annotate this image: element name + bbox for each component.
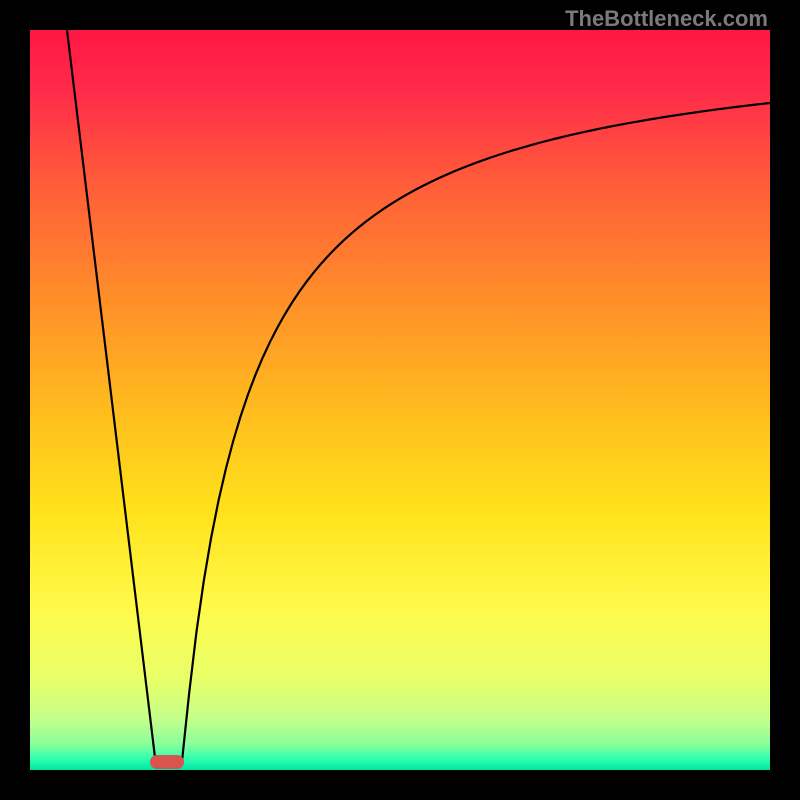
watermark-text: TheBottleneck.com	[565, 6, 768, 32]
bottleneck-marker	[150, 755, 184, 769]
chart-container: TheBottleneck.com	[0, 0, 800, 800]
left-v-line	[67, 30, 156, 764]
curves-layer	[30, 30, 770, 770]
plot-area	[30, 30, 770, 770]
right-asymptote-curve	[182, 103, 770, 764]
